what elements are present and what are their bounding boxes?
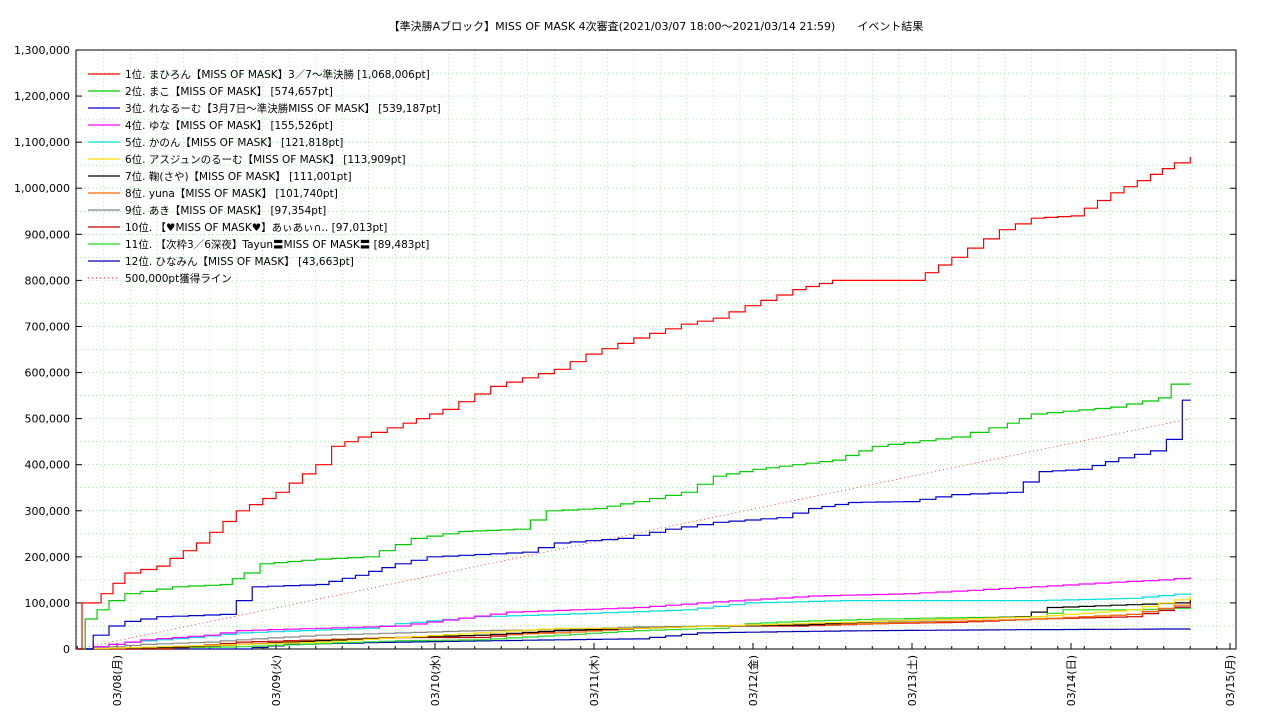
series-line-13 [77,418,1191,650]
legend-entry: 5位. かのん【MISS OF MASK】 [121,818pt] [125,136,343,149]
x-tick-label: 03/08(月) [111,655,124,706]
y-tick-label: 1,200,000 [14,90,70,103]
y-tick-label: 0 [63,643,70,656]
x-axis: 03/08(月) 03/09(火) 03/10(水) 03/11(木) 03/12(金)… [76,643,1237,706]
legend: 1位. まひろん【MISS OF MASK】3／7〜準決勝 [1,068,006… [88,68,441,285]
legend-entry: 500,000pt獲得ライン [125,272,232,285]
y-tick-label: 900,000 [25,228,71,241]
legend-entry: 11位. 【次枠3／6深夜】Tayun〓MISS OF MASK〓 [89,48… [125,238,429,251]
y-tick-label: 800,000 [25,274,71,287]
y-tick-label: 700,000 [25,320,71,333]
y-tick-label: 600,000 [25,367,71,380]
x-tick-label: 03/13(土) [906,655,919,706]
y-tick-label: 300,000 [25,505,71,518]
y-axis: 0 100,000 200,000 300,000 400,000 500,000 600,… [14,44,1236,656]
legend-entry: 12位. ひなみん【MISS OF MASK】 [43,663pt] [125,255,354,268]
legend-entry: 6位. アスジュンのるーむ【MISS OF MASK】 [113,909pt] [125,153,406,166]
legend-entry: 9位. あき【MISS OF MASK】 [97,354pt] [125,204,326,217]
series-line-4 [77,577,1191,650]
series-line-3 [77,399,1191,650]
x-tick-label: 03/15(月) [1224,655,1237,706]
legend-entry: 8位. yuna【MISS OF MASK】 [101,740pt] [125,187,338,200]
y-tick-label: 1,000,000 [14,182,70,195]
legend-entry: 4位. ゆな【MISS OF MASK】 [155,526pt] [125,119,333,132]
plot-frame [75,49,1237,650]
series-lines [77,156,1191,650]
legend-entry: 1位. まひろん【MISS OF MASK】3／7〜準決勝 [1,068,006… [125,68,430,81]
y-tick-label: 100,000 [25,597,71,610]
legend-entry: 3位. れなるーむ【3月7日〜準決勝MISS OF MASK】 [539,187… [125,102,441,115]
x-tick-label: 03/10(水) [429,655,442,706]
series-line-5 [77,592,1191,650]
legend-entry: 10位. 【♥MISS OF MASK♥】あぃあぃ∩‥ [97,013pt] [125,221,387,234]
y-tick-label: 1,300,000 [14,44,70,57]
x-tick-label: 03/09(火) [270,655,283,706]
chart-title: 【準決勝Aブロック】MISS OF MASK 4次審査(2021/03/07 1… [389,19,924,33]
series-line-6 [77,596,1191,650]
y-tick-label: 500,000 [25,413,71,426]
x-tick-label: 03/12(金) [746,655,760,706]
legend-entry: 7位. 鞠(さや)【MISS OF MASK】 [111,001pt] [125,170,352,183]
x-tick-label: 03/14(日) [1065,655,1078,706]
series-line-2 [77,383,1191,650]
y-tick-label: 400,000 [25,459,71,472]
series-line-1 [77,156,1191,650]
x-tick-label: 03/11(木) [588,655,601,706]
y-tick-label: 200,000 [25,551,71,564]
grid-lines [76,50,1236,649]
y-tick-label: 1,100,000 [14,136,70,149]
legend-entry: 2位. まこ【MISS OF MASK】 [574,657pt] [125,85,333,98]
